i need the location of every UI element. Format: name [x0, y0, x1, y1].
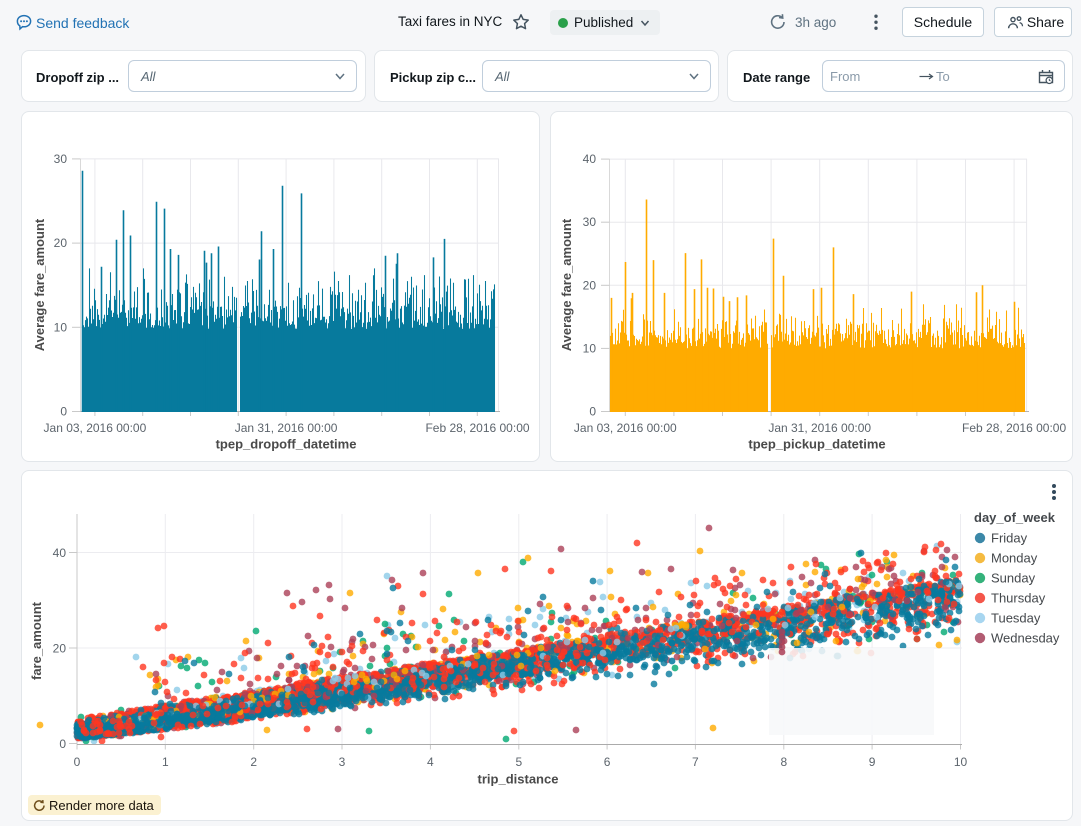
svg-text:Jan 03, 2016 00:00: Jan 03, 2016 00:00 [574, 421, 677, 435]
svg-text:30: 30 [583, 215, 597, 229]
svg-text:Feb 28, 2016 00:00: Feb 28, 2016 00:00 [425, 421, 529, 435]
svg-text:Jan 31, 2016 00:00: Jan 31, 2016 00:00 [768, 421, 871, 435]
svg-text:30: 30 [54, 152, 68, 166]
svg-text:Feb 28, 2016 00:00: Feb 28, 2016 00:00 [962, 421, 1066, 435]
svg-text:Jan 03, 2016 00:00: Jan 03, 2016 00:00 [44, 421, 147, 435]
svg-text:10: 10 [583, 341, 597, 355]
svg-text:0: 0 [589, 405, 596, 419]
svg-text:Average fare_amount: Average fare_amount [32, 218, 47, 351]
svg-text:tpep_pickup_datetime: tpep_pickup_datetime [748, 437, 885, 452]
svg-text:0: 0 [60, 405, 67, 419]
svg-text:40: 40 [583, 152, 597, 166]
svg-text:Jan 31, 2016 00:00: Jan 31, 2016 00:00 [235, 421, 338, 435]
svg-text:tpep_dropoff_datetime: tpep_dropoff_datetime [216, 437, 357, 452]
svg-text:10: 10 [54, 320, 68, 334]
svg-text:Average fare_amount: Average fare_amount [559, 218, 574, 351]
svg-text:20: 20 [54, 236, 68, 250]
svg-text:20: 20 [583, 278, 597, 292]
